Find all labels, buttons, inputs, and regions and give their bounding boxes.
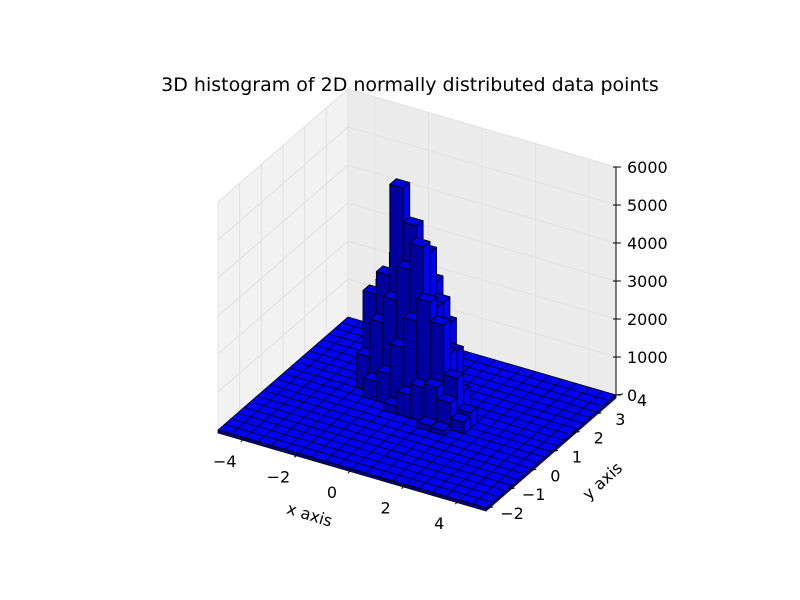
histogram-bar — [430, 420, 452, 436]
chart-title: 3D histogram of 2D normally distributed … — [161, 74, 659, 96]
bar-top-face — [443, 368, 465, 380]
x-tick-mark — [454, 499, 460, 505]
floor-mesh-line — [269, 384, 539, 464]
floor-mesh-line — [263, 390, 532, 469]
floor-mesh-line — [243, 407, 513, 486]
x-tick-mark — [240, 437, 246, 443]
z-tick-label: 4000 — [627, 234, 668, 253]
y-tick-label: 3 — [615, 410, 625, 429]
x-tick-label: 2 — [381, 499, 391, 518]
y-axis-label: y axis — [579, 458, 626, 503]
floor-mesh-line — [237, 412, 506, 492]
bar-top-face — [430, 420, 452, 432]
x-tick-mark — [294, 453, 299, 458]
grid-line-z — [217, 278, 617, 393]
grid-line-z — [217, 164, 617, 279]
floor-mesh-line — [230, 418, 500, 498]
x-tick-mark — [401, 484, 406, 489]
histogram-bars — [356, 178, 478, 436]
z-tick-label: 3000 — [627, 272, 668, 291]
y-tick-label: 0 — [550, 466, 560, 485]
floor-mesh-line — [224, 423, 493, 503]
y-tick-mark — [507, 487, 515, 490]
bar-top-face — [436, 393, 458, 404]
bar-top-face — [416, 292, 438, 303]
y-tick-label: 4 — [637, 391, 647, 410]
grid-line-z — [217, 88, 617, 203]
bar-top-face — [416, 415, 438, 427]
bar-front-face — [396, 390, 411, 419]
x-axis-label: x axis — [285, 499, 335, 531]
z-tick-label: 1000 — [627, 348, 668, 367]
histogram-bar — [450, 412, 472, 435]
grid-line-z — [217, 202, 617, 317]
bar-top-face — [429, 315, 451, 326]
z-tick-label: 5000 — [627, 196, 668, 215]
floor-mesh-line — [256, 395, 526, 475]
y-tick-label: 2 — [594, 429, 604, 448]
floor-mesh-line — [250, 401, 519, 481]
x-tick-label: −4 — [213, 452, 237, 471]
x-tick-mark — [347, 468, 353, 474]
y-tick-mark — [550, 450, 559, 452]
y-tick-mark — [594, 412, 602, 415]
grid-line-z — [217, 126, 617, 241]
z-tick-label: 0 — [627, 386, 637, 405]
bar-top-face — [423, 377, 445, 389]
y-tick-label: 1 — [572, 448, 582, 467]
bar-front-face — [410, 383, 425, 423]
bar-top-face — [456, 402, 478, 414]
bar-top-face — [389, 178, 411, 189]
z-tick-label: 2000 — [627, 310, 668, 329]
z-tick-label: 6000 — [627, 158, 668, 177]
x-tick-label: −2 — [267, 467, 291, 486]
x-tick-label: 4 — [434, 514, 444, 533]
x-tick-label: 0 — [327, 483, 337, 502]
y-tick-mark — [529, 468, 537, 471]
y-tick-label: −2 — [500, 504, 524, 523]
x-axis-ticks: −4 −2 0 2 4 — [213, 437, 460, 533]
bar-top-face — [402, 216, 424, 227]
z-axis-ticks: 0 1000 2000 3000 4000 5000 6000 — [613, 158, 668, 405]
grid-line-z — [217, 240, 617, 355]
y-tick-mark — [572, 431, 580, 434]
y-tick-mark — [485, 506, 494, 509]
bar-top-face — [409, 237, 431, 248]
y-tick-label: −1 — [522, 485, 546, 504]
bar-top-face — [450, 412, 472, 423]
